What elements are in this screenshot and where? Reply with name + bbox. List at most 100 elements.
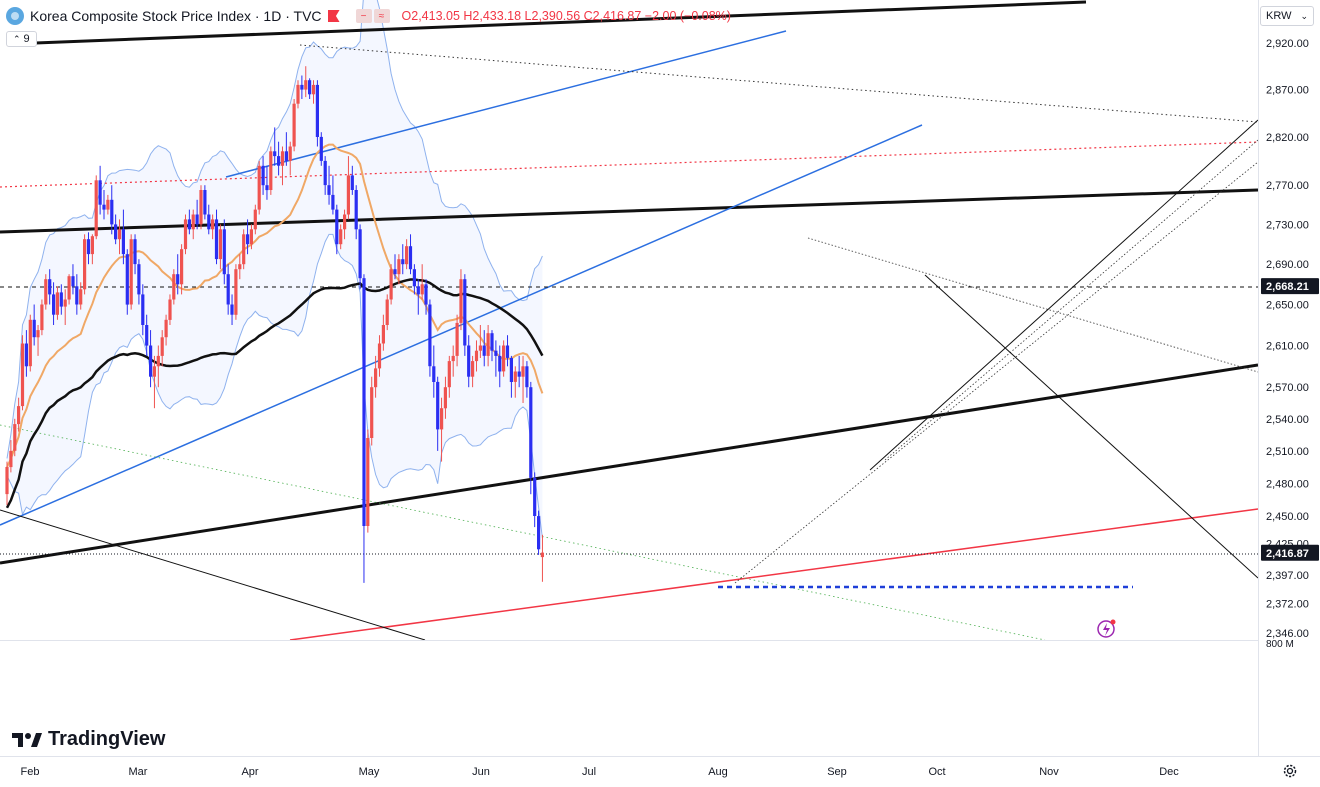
trendline-lower-black <box>0 363 1258 565</box>
trendline-thin-falling <box>0 509 426 640</box>
time-tick-label: Aug <box>708 766 728 778</box>
candle-body <box>265 185 269 191</box>
candle-body <box>86 239 91 255</box>
time-tick-label: Dec <box>1159 766 1179 778</box>
alert-icon[interactable] <box>1097 619 1116 638</box>
price-tick-label: 2,510.00 <box>1266 446 1309 458</box>
price-tick-label: 2,690.00 <box>1266 259 1309 271</box>
candle-body <box>222 229 226 275</box>
candle-body <box>374 368 378 388</box>
ma-long-line <box>5 278 544 509</box>
price-labels: 2,668.21 2,416.87 <box>1261 278 1319 561</box>
candle-body <box>315 84 319 137</box>
candle-body <box>311 84 316 95</box>
fan-line-1 <box>869 119 1258 471</box>
candle-body <box>451 355 455 362</box>
candle-body <box>428 304 432 367</box>
candle-body <box>346 175 350 215</box>
candle-body <box>52 294 56 315</box>
candle-body <box>48 279 52 295</box>
candle-body <box>358 229 362 279</box>
trendline-red <box>289 508 1258 640</box>
candle-body <box>416 286 420 295</box>
minus-icon[interactable]: − <box>355 9 372 23</box>
candle-body <box>443 387 447 409</box>
candle-body <box>79 289 83 305</box>
candle-body <box>486 333 490 356</box>
candle-body <box>362 278 366 526</box>
indicators-toggle[interactable]: ⌃ 9 <box>6 31 37 47</box>
candle-body <box>474 350 479 362</box>
fan-dotted-2 <box>884 139 1258 461</box>
candle-body <box>199 190 203 225</box>
price-tick-label: 2,820.00 <box>1266 132 1309 144</box>
price-tick-label: 2,372.00 <box>1266 598 1309 610</box>
candle-body <box>28 319 32 367</box>
candle-body <box>412 269 416 287</box>
candle-body <box>172 274 176 300</box>
candle-body <box>149 345 153 377</box>
flag-icon[interactable] <box>327 10 340 22</box>
price-label-text: 2,416.87 <box>1266 548 1309 560</box>
candle-body <box>327 185 331 195</box>
candle-body <box>424 284 428 305</box>
time-tick-label: Oct <box>928 766 945 778</box>
candle-body <box>55 292 59 315</box>
currency-label: KRW <box>1266 10 1292 22</box>
candle-body <box>249 229 253 245</box>
price-tick-label: 2,397.00 <box>1266 570 1309 582</box>
time-axis[interactable]: Feb Mar Apr May Jun Jul Aug Sep Oct Nov Dec <box>21 766 1180 778</box>
price-label-text: 2,668.21 <box>1266 281 1309 293</box>
candle-body <box>214 219 219 260</box>
candle-body <box>370 387 374 438</box>
candle-body <box>323 160 327 186</box>
candle-body <box>238 264 242 270</box>
tradingview-logo: TradingView <box>12 728 165 751</box>
price-tick-label: 2,610.00 <box>1266 341 1309 353</box>
candle-body <box>385 299 389 325</box>
approx-icon[interactable]: ≈ <box>373 9 390 23</box>
symbol-title[interactable]: Korea Composite Stock Price Index · 1D ·… <box>30 8 322 24</box>
candle-body <box>207 214 211 230</box>
time-tick-label: Feb <box>21 766 40 778</box>
candle-body <box>277 156 281 166</box>
candle-body <box>32 319 36 338</box>
candle-body <box>471 361 475 377</box>
candle-body <box>242 234 246 265</box>
time-tick-label: Sep <box>827 766 847 778</box>
candle-body <box>308 80 312 95</box>
moving-averages <box>5 143 544 509</box>
time-tick-label: Apr <box>241 766 258 778</box>
price-tick-label: 2,480.00 <box>1266 478 1309 490</box>
candle-body <box>533 477 537 516</box>
candle-body <box>459 279 463 323</box>
settings-gear-icon[interactable] <box>1282 763 1298 779</box>
candle-body <box>75 286 79 305</box>
candle-body <box>152 366 156 377</box>
candle-body <box>24 343 28 367</box>
candlestick-series <box>5 66 544 583</box>
candle-body <box>350 175 354 190</box>
price-tick-label: 2,730.00 <box>1266 219 1309 231</box>
candle-body <box>389 269 393 300</box>
trendline-top-black <box>9 0 1087 46</box>
candle-body <box>17 406 21 425</box>
candle-body <box>273 151 277 157</box>
candle-body <box>455 322 459 356</box>
candle-body <box>246 234 250 245</box>
indicator-count: 9 <box>23 33 30 45</box>
currency-selector[interactable]: KRW ⌄ <box>1260 6 1314 26</box>
candle-body <box>467 345 471 377</box>
candle-body <box>71 276 75 287</box>
candle-body <box>269 151 273 190</box>
candle-body <box>180 249 184 285</box>
candle-body <box>106 199 110 210</box>
candle-body <box>9 450 13 468</box>
candle-body <box>195 214 199 225</box>
candle-body <box>401 259 405 265</box>
candle-body <box>218 229 222 260</box>
candle-body <box>529 387 533 478</box>
candle-body <box>145 325 149 346</box>
price-axis[interactable]: 2,920.00 2,870.00 2,820.00 2,770.00 2,730.00… <box>1266 38 1309 650</box>
